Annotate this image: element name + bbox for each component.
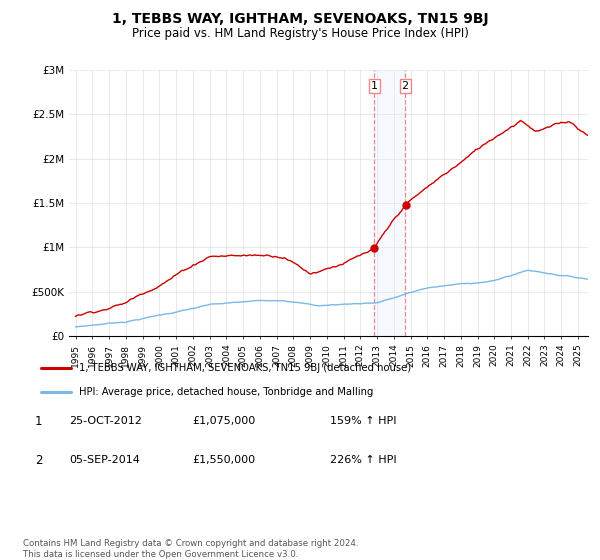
Text: HPI: Average price, detached house, Tonbridge and Malling: HPI: Average price, detached house, Tonb… xyxy=(79,387,373,397)
Text: Price paid vs. HM Land Registry's House Price Index (HPI): Price paid vs. HM Land Registry's House … xyxy=(131,27,469,40)
Text: 2: 2 xyxy=(401,81,409,91)
Text: 226% ↑ HPI: 226% ↑ HPI xyxy=(330,455,397,465)
Text: Contains HM Land Registry data © Crown copyright and database right 2024.
This d: Contains HM Land Registry data © Crown c… xyxy=(23,539,358,559)
Text: £1,550,000: £1,550,000 xyxy=(192,455,255,465)
Text: 159% ↑ HPI: 159% ↑ HPI xyxy=(330,416,397,426)
Text: 25-OCT-2012: 25-OCT-2012 xyxy=(69,416,142,426)
Text: 1, TEBBS WAY, IGHTHAM, SEVENOAKS, TN15 9BJ: 1, TEBBS WAY, IGHTHAM, SEVENOAKS, TN15 9… xyxy=(112,12,488,26)
Text: 2: 2 xyxy=(35,454,42,467)
Bar xyxy=(374,70,405,336)
Text: 05-SEP-2014: 05-SEP-2014 xyxy=(69,455,140,465)
Text: 1: 1 xyxy=(371,81,377,91)
Text: £1,075,000: £1,075,000 xyxy=(192,416,255,426)
Text: 1: 1 xyxy=(35,414,42,428)
Text: 1, TEBBS WAY, IGHTHAM, SEVENOAKS, TN15 9BJ (detached house): 1, TEBBS WAY, IGHTHAM, SEVENOAKS, TN15 9… xyxy=(79,363,411,374)
